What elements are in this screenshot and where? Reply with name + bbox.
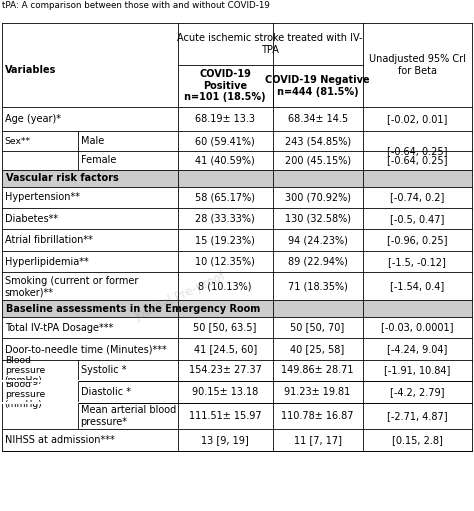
Text: Journal Pre-proof: Journal Pre-proof (133, 270, 228, 323)
Text: 10 (12.35%): 10 (12.35%) (195, 257, 255, 267)
Text: [-0.02, 0.01]: [-0.02, 0.01] (387, 114, 447, 124)
Text: Systolic *: Systolic * (81, 365, 126, 376)
Text: 68.19± 13.3: 68.19± 13.3 (195, 114, 255, 124)
Text: 91.23± 19.81: 91.23± 19.81 (284, 387, 351, 397)
Text: Hypertension**: Hypertension** (5, 192, 80, 202)
Text: NIHSS at admission***: NIHSS at admission*** (5, 435, 115, 445)
Text: Smoking (current or former
smoker)**: Smoking (current or former smoker)** (5, 275, 138, 297)
Text: 13 [9, 19]: 13 [9, 19] (201, 435, 249, 445)
Text: [-0.5, 0.47]: [-0.5, 0.47] (390, 214, 444, 224)
Text: COVID-19
Positive
n=101 (18.5%): COVID-19 Positive n=101 (18.5%) (184, 69, 266, 102)
Text: 89 (22.94%): 89 (22.94%) (288, 257, 347, 267)
Text: 90.15± 13.18: 90.15± 13.18 (192, 387, 258, 397)
Text: tPA: A comparison between those with and without COVID-19: tPA: A comparison between those with and… (2, 1, 270, 10)
Text: Male: Male (81, 136, 104, 146)
Text: 300 (70.92%): 300 (70.92%) (284, 192, 351, 202)
Text: 40 [25, 58]: 40 [25, 58] (291, 344, 345, 354)
Text: Door-to-needle time (Minutes)***: Door-to-needle time (Minutes)*** (5, 344, 166, 354)
Text: [-1.5, -0.12]: [-1.5, -0.12] (388, 257, 446, 267)
Text: 154.23± 27.37: 154.23± 27.37 (189, 365, 262, 376)
Text: 50 [50, 63.5]: 50 [50, 63.5] (193, 322, 257, 333)
Text: Acute ischemic stroke treated with IV-
TPA: Acute ischemic stroke treated with IV- T… (177, 33, 363, 55)
Text: Age (year)*: Age (year)* (5, 114, 61, 124)
Text: Total IV-tPA Dosage***: Total IV-tPA Dosage*** (5, 322, 113, 333)
Text: 149.86± 28.71: 149.86± 28.71 (282, 365, 354, 376)
Text: Atrial fibrillation**: Atrial fibrillation** (5, 235, 92, 245)
Text: Vascular risk factors: Vascular risk factors (6, 173, 119, 183)
Text: 71 (18.35%): 71 (18.35%) (288, 282, 347, 291)
Text: [-4.2, 2.79]: [-4.2, 2.79] (390, 387, 444, 397)
Text: Diastolic *: Diastolic * (81, 387, 130, 397)
Bar (2, 300, 472, 317)
Text: [-1.54, 0.4]: [-1.54, 0.4] (390, 282, 444, 291)
Text: Female: Female (81, 155, 116, 166)
Text: 11 [7, 17]: 11 [7, 17] (293, 435, 342, 445)
Text: 130 (32.58%): 130 (32.58%) (284, 214, 351, 224)
Text: [-0.74, 0.2]: [-0.74, 0.2] (390, 192, 444, 202)
Text: [-0.64, 0.25]: [-0.64, 0.25] (387, 146, 447, 156)
Text: Diabetes**: Diabetes** (5, 214, 58, 224)
Text: 110.78± 16.87: 110.78± 16.87 (282, 411, 354, 421)
Text: Blood
pressure
(mmHg): Blood pressure (mmHg) (5, 380, 45, 409)
Text: 94 (24.23%): 94 (24.23%) (288, 235, 347, 245)
Text: [0.15, 2.8]: [0.15, 2.8] (392, 435, 443, 445)
Text: Variables: Variables (5, 65, 56, 75)
Text: [-0.64, 0.25]: [-0.64, 0.25] (387, 155, 447, 166)
Text: Unadjusted 95% CrI
for Beta: Unadjusted 95% CrI for Beta (369, 54, 465, 76)
Text: 15 (19.23%): 15 (19.23%) (195, 235, 255, 245)
Text: Baseline assessments in the Emergency Room: Baseline assessments in the Emergency Ro… (6, 304, 260, 314)
Text: [-0.03, 0.0001]: [-0.03, 0.0001] (381, 322, 453, 333)
Text: Sex**: Sex** (5, 136, 31, 146)
Text: [-4.24, 9.04]: [-4.24, 9.04] (387, 344, 447, 354)
Text: 111.51± 15.97: 111.51± 15.97 (189, 411, 262, 421)
Text: 68.34± 14.5: 68.34± 14.5 (288, 114, 347, 124)
Text: 243 (54.85%): 243 (54.85%) (284, 136, 351, 146)
Text: 41 (40.59%): 41 (40.59%) (195, 155, 255, 166)
Text: 8 (10.13%): 8 (10.13%) (199, 282, 252, 291)
Text: Mean arterial blood
pressure*: Mean arterial blood pressure* (81, 405, 176, 427)
Text: [-1.91, 10.84]: [-1.91, 10.84] (384, 365, 450, 376)
Text: COVID-19 Negative
n=444 (81.5%): COVID-19 Negative n=444 (81.5%) (265, 75, 370, 97)
Text: [-2.71, 4.87]: [-2.71, 4.87] (387, 411, 447, 421)
Text: [-0.96, 0.25]: [-0.96, 0.25] (387, 235, 447, 245)
Text: 200 (45.15%): 200 (45.15%) (284, 155, 351, 166)
Text: 28 (33.33%): 28 (33.33%) (195, 214, 255, 224)
Text: 60 (59.41%): 60 (59.41%) (195, 136, 255, 146)
Bar (2, 170, 472, 187)
Text: 50 [50, 70]: 50 [50, 70] (291, 322, 345, 333)
Text: Blood
pressure
(mmHg): Blood pressure (mmHg) (5, 356, 45, 385)
Text: 41 [24.5, 60]: 41 [24.5, 60] (193, 344, 257, 354)
Text: Hyperlipidemia**: Hyperlipidemia** (5, 257, 89, 267)
Text: 58 (65.17%): 58 (65.17%) (195, 192, 255, 202)
